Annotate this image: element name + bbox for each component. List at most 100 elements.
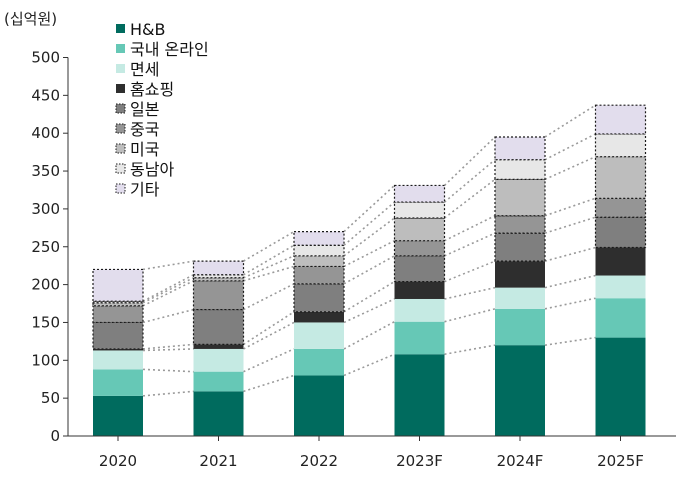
connector-line	[142, 260, 194, 271]
bar-segment	[393, 255, 446, 283]
bar-segment	[495, 261, 545, 288]
connector-line	[343, 255, 395, 285]
bar-segment	[294, 322, 344, 349]
bar-segment	[394, 281, 445, 299]
connector-line	[444, 214, 496, 242]
x-tick-label: 2022	[300, 452, 338, 470]
y-tick-label: 450	[31, 86, 60, 104]
y-tick-label: 500	[31, 49, 60, 67]
connector-line	[243, 230, 295, 262]
legend-swatch	[116, 84, 125, 93]
bar-segment	[394, 354, 445, 436]
bar-segment	[293, 244, 345, 257]
connector-line	[544, 246, 596, 262]
x-tick-label: 2024F	[497, 452, 544, 470]
connector-line	[544, 155, 596, 181]
connector-line	[343, 298, 395, 324]
x-tick-label: 2021	[199, 452, 237, 470]
connector-line	[243, 255, 295, 279]
legend-swatch	[116, 44, 125, 53]
connector-line	[544, 104, 596, 138]
legend-label: 면세	[130, 60, 159, 79]
connector-line	[444, 308, 496, 323]
legend-label: 미국	[130, 140, 159, 159]
legend-label: 국내 온라인	[130, 40, 209, 59]
bar-segment	[594, 133, 647, 158]
y-tick-label: 250	[31, 238, 60, 256]
connector-line	[243, 348, 295, 373]
legend-label: H&B	[130, 20, 165, 39]
bar-segment	[393, 201, 446, 219]
connector-line	[243, 265, 295, 282]
legend-label: 홈쇼핑	[130, 80, 174, 99]
bar-segment	[594, 197, 647, 218]
y-tick-label: 100	[31, 351, 60, 369]
connector-line	[544, 133, 596, 161]
connector-line	[142, 348, 194, 352]
bar-segment	[193, 348, 244, 372]
bar-segment	[192, 280, 245, 311]
bar-segment	[92, 305, 144, 324]
bar-segment	[193, 391, 244, 436]
bar-segment	[494, 136, 546, 161]
connector-line	[544, 197, 596, 217]
legend-swatch	[115, 143, 126, 154]
legend-swatch	[115, 183, 126, 194]
bar-segment	[192, 260, 245, 276]
connector-line	[343, 217, 395, 257]
bar-segment	[294, 311, 344, 323]
bar-segment	[495, 287, 545, 309]
connector-line	[142, 280, 194, 307]
connector-line	[343, 184, 396, 233]
bar-segment	[495, 345, 545, 436]
connector-line	[343, 280, 395, 313]
y-tick-label: 150	[31, 313, 60, 331]
x-tick-label: 2020	[99, 452, 137, 470]
connector-line	[243, 283, 295, 311]
bar-segment	[394, 298, 445, 322]
bar-segment	[393, 240, 446, 257]
x-tick-label: 2025F	[597, 452, 644, 470]
y-tick-label: 300	[31, 200, 60, 218]
bar-segment	[494, 159, 546, 180]
legend-swatch	[115, 123, 126, 134]
legend-label: 기타	[130, 180, 160, 199]
bar-segment	[495, 308, 545, 346]
y-axis-unit-label: (십억원)	[4, 10, 57, 28]
connector-line	[142, 390, 194, 397]
bar-segment	[594, 156, 647, 199]
connector-line	[142, 368, 194, 373]
connector-line	[243, 311, 295, 346]
connector-line	[544, 297, 596, 310]
connector-line	[243, 374, 295, 393]
connector-line	[142, 274, 194, 302]
connector-line	[444, 344, 496, 356]
legend-label: 중국	[130, 120, 159, 139]
y-tick-label: 50	[41, 389, 60, 407]
bar-segment	[595, 275, 646, 299]
x-tick-label: 2023F	[396, 452, 443, 470]
bar-segment	[393, 184, 446, 203]
bar-segment	[193, 371, 244, 392]
connector-line	[443, 136, 496, 187]
bar-segment	[494, 215, 546, 234]
bar-segment	[595, 337, 646, 436]
y-tick-label: 0	[50, 427, 60, 445]
connector-line	[142, 277, 194, 304]
legend-label: 일본	[130, 100, 159, 119]
connector-line	[544, 274, 596, 289]
connector-line	[444, 286, 496, 300]
connector-line	[444, 232, 496, 257]
connector-lines	[142, 104, 596, 397]
bar-segment	[293, 255, 345, 268]
connector-line	[444, 178, 496, 219]
bar-segment	[93, 348, 143, 351]
connector-line	[444, 260, 496, 283]
bar-segment	[594, 104, 647, 135]
connector-line	[343, 320, 395, 350]
connector-line	[443, 159, 496, 203]
bar-segment	[293, 283, 345, 313]
connector-line	[142, 308, 194, 324]
